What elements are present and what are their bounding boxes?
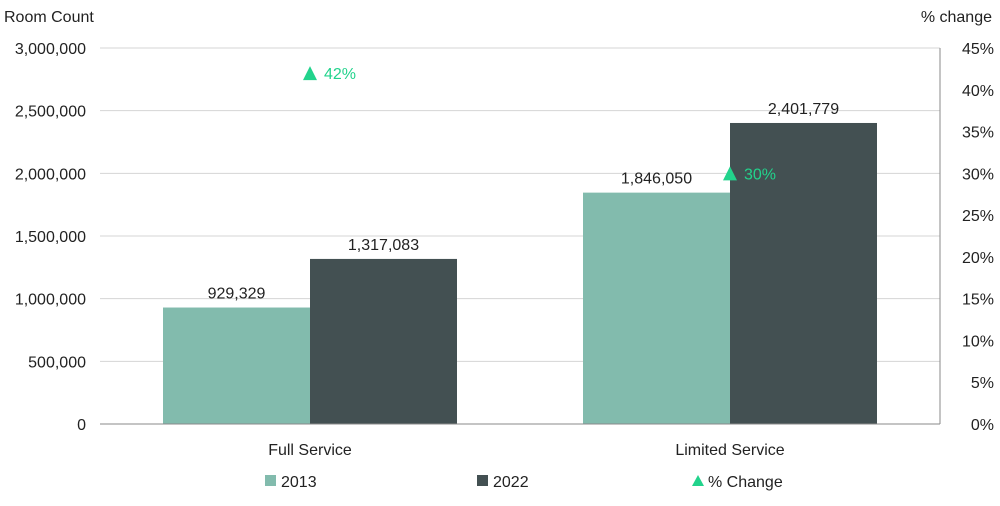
- left-tick-label: 500,000: [28, 354, 86, 371]
- bar-2013: [583, 192, 730, 424]
- legend-triangle-marker: [692, 475, 704, 486]
- data-labels: 929,329 1,317,083 42% 1,846,050 2,401,779 30%: [208, 66, 839, 303]
- right-tick-label: 25%: [962, 208, 994, 225]
- right-tick-label: 5%: [971, 375, 994, 392]
- pct-change-label: 30%: [744, 166, 776, 183]
- left-tick-label: 3,000,000: [15, 41, 86, 58]
- right-tick-label: 15%: [962, 292, 994, 309]
- right-tick-label: 30%: [962, 166, 994, 183]
- right-tick-label: 35%: [962, 125, 994, 142]
- left-tick-label: 1,500,000: [15, 229, 86, 246]
- left-tick-label: 1,000,000: [15, 292, 86, 309]
- right-tick-label: 10%: [962, 333, 994, 350]
- bar-value-label: 2,401,779: [768, 101, 839, 118]
- legend-label: % Change: [708, 474, 783, 491]
- legend: 2013 2022 % Change: [265, 474, 783, 491]
- right-tick-label: 20%: [962, 250, 994, 267]
- legend-swatch-2013: [265, 475, 276, 486]
- legend-label: 2013: [281, 474, 317, 491]
- category-label: Limited Service: [675, 442, 784, 459]
- right-tick-label: 40%: [962, 83, 994, 100]
- bar-2022: [730, 122, 877, 424]
- axes: 0 500,000 1,000,000 1,500,000 2,000,000 2,500…: [15, 41, 994, 459]
- bar-value-label: 1,846,050: [621, 171, 692, 188]
- right-tick-label: 45%: [962, 41, 994, 58]
- bar-2022: [310, 258, 457, 424]
- left-tick-label: 0: [77, 417, 86, 434]
- pct-change-marker: [723, 166, 737, 181]
- right-axis-title: % change: [921, 9, 992, 26]
- left-tick-label: 2,500,000: [15, 104, 86, 121]
- left-tick-label: 2,000,000: [15, 166, 86, 183]
- legend-swatch-2022: [477, 475, 488, 486]
- bar-value-label: 1,317,083: [348, 237, 419, 254]
- left-axis-title: Room Count: [4, 9, 94, 26]
- right-tick-label: 0%: [971, 417, 994, 434]
- bar-2013: [163, 307, 310, 424]
- category-label: Full Service: [268, 442, 352, 459]
- bars: [163, 122, 877, 424]
- legend-label: 2022: [493, 474, 529, 491]
- bar-value-label: 929,329: [208, 286, 266, 303]
- pct-change-marker: [303, 66, 317, 81]
- pct-change-label: 42%: [324, 66, 356, 83]
